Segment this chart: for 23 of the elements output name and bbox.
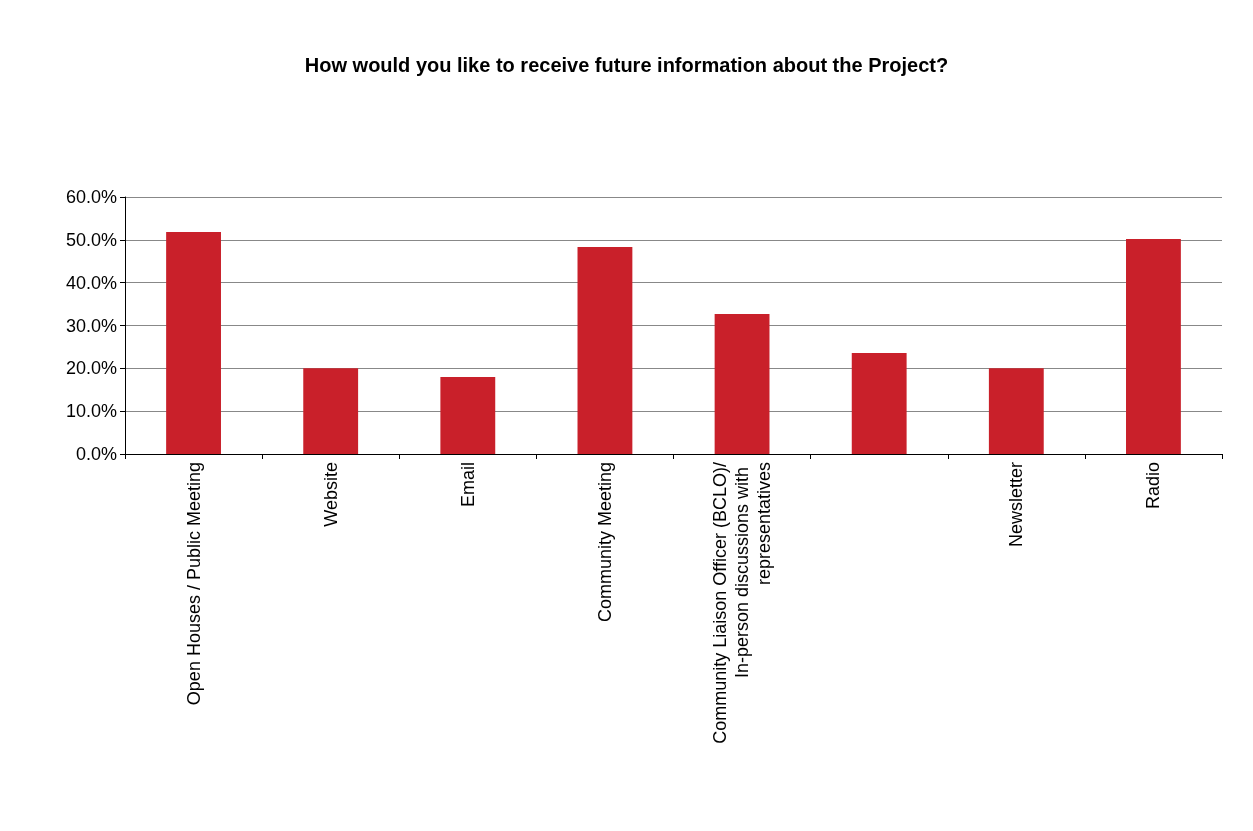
y-tick-label: 30.0%	[65, 315, 117, 336]
bar	[851, 352, 907, 454]
x-tick-label: Radio	[1143, 462, 1164, 510]
bar	[1126, 238, 1181, 454]
chart-title: How would you like to receive future information about the Project?	[304, 54, 949, 76]
x-tick-label: Community Liaison Officer (BCLO)/In-person discussions with representatives	[710, 462, 775, 744]
y-tick-label: 50.0%	[65, 229, 117, 250]
y-tick-label: 0.0%	[75, 444, 117, 464]
bar	[988, 368, 1044, 454]
y-tick-label: 10.0%	[65, 401, 117, 422]
bar	[577, 247, 633, 454]
y-tick-label: 20.0%	[65, 358, 117, 379]
x-tick-label: Community Meeting	[594, 462, 615, 623]
bar	[303, 368, 359, 454]
bar	[166, 232, 221, 454]
bar	[714, 313, 770, 454]
x-tick-label: Email	[457, 462, 478, 508]
x-tick-label: Open Houses / Public Meeting	[183, 462, 204, 706]
bar	[440, 376, 496, 454]
y-tick-label: 40.0%	[65, 272, 117, 293]
x-tick-label: Website	[320, 462, 341, 527]
y-tick-label: 60.0%	[65, 187, 117, 207]
x-tick-label: Newsletter	[1006, 462, 1027, 548]
